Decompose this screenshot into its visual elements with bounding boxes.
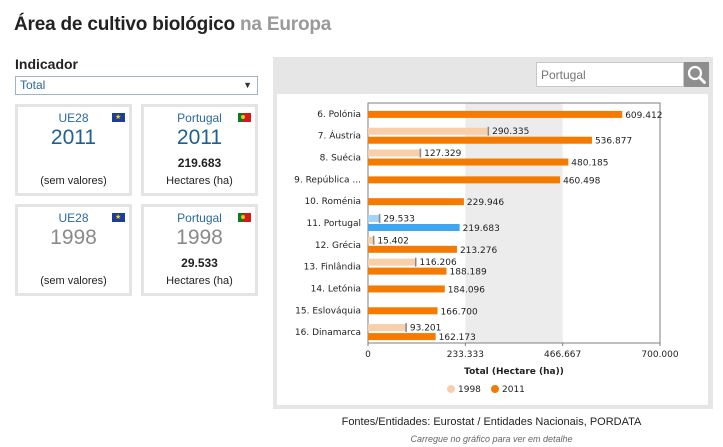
card-region: Portugal xyxy=(177,211,222,225)
bar-1998-marker xyxy=(419,148,422,158)
bar-2011 xyxy=(368,224,460,231)
legend-label-1998: 1998 xyxy=(458,385,481,395)
data-label-2011: 609.412 xyxy=(625,111,662,121)
card-unit: (sem valores) xyxy=(40,275,107,287)
bar-1998 xyxy=(368,258,417,266)
chevron-down-icon: ▼ xyxy=(243,80,252,90)
category-label: 9. República ... xyxy=(294,175,361,185)
card-year: 2011 xyxy=(50,126,97,149)
bar-2011 xyxy=(368,285,445,293)
category-label: 6. Polónia xyxy=(317,109,361,120)
card-region: Portugal xyxy=(177,111,222,125)
card-ue28-1998[interactable]: UE28 1998 (sem valores) xyxy=(15,204,132,296)
card-portugal-1998[interactable]: Portugal 1998 29.533 Hectares (ha) xyxy=(141,204,258,296)
category-label: 7. Áustria xyxy=(318,130,361,142)
title-main: Área de cultivo biológico xyxy=(14,14,235,35)
x-axis-title: Total (Hectare (ha)) xyxy=(464,367,564,377)
x-tick-label: 0 xyxy=(365,350,371,360)
indicator-label: Indicador xyxy=(15,56,79,72)
plot-border xyxy=(367,102,661,344)
search-icon xyxy=(687,65,706,84)
bar-2011 xyxy=(368,307,438,315)
card-value: 29.533 xyxy=(181,256,218,270)
bar-2011 xyxy=(368,110,623,118)
search-button[interactable] xyxy=(684,62,709,87)
card-year: 2011 xyxy=(176,126,223,149)
page-title: Área de cultivo biológico na Europa xyxy=(14,14,331,36)
title-sub: na Europa xyxy=(240,14,332,35)
bar-2011 xyxy=(368,267,447,275)
chart-hint: Carregue no gráfico para ver em detalhe xyxy=(410,434,573,444)
card-unit: Hectares (ha) xyxy=(166,275,233,287)
category-label: 10. Roménia xyxy=(304,196,361,207)
data-label-2011: 460.498 xyxy=(563,176,600,186)
card-portugal-2011[interactable]: Portugal 2011 219.683 Hectares (ha) xyxy=(141,104,258,196)
data-label-2011: 480.185 xyxy=(571,159,608,169)
category-label: 15. Eslováquia xyxy=(295,306,361,316)
card-unit: Hectares (ha) xyxy=(166,175,233,187)
data-label-2011: 184.096 xyxy=(448,285,485,295)
bar-1998-marker xyxy=(405,323,407,333)
data-label-1998: 29.533 xyxy=(383,215,415,225)
card-region: UE28 xyxy=(58,211,89,225)
bar-1998 xyxy=(368,215,381,222)
data-label-1998: 93.201 xyxy=(410,324,442,334)
indicator-selected-value: Total xyxy=(20,78,46,92)
bar-1998-marker xyxy=(378,214,381,223)
source-note: Fontes/Entidades: Eurostat / Entidades N… xyxy=(341,416,642,428)
category-label: 14. Letónia xyxy=(311,283,361,294)
data-label-2011: 229.946 xyxy=(467,198,504,208)
category-label: 8. Suécia xyxy=(320,153,361,164)
x-tick-label: 233.333 xyxy=(447,350,484,360)
data-label-1998: 127.329 xyxy=(424,149,461,159)
card-year: 1998 xyxy=(176,226,223,249)
eu-flag-icon xyxy=(112,113,125,122)
card-value: 219.683 xyxy=(177,156,222,170)
category-label: 16. Dinamarca xyxy=(295,328,361,338)
legend-swatch-2011 xyxy=(491,385,499,393)
data-label-2011: 536.877 xyxy=(595,137,632,147)
legend-label-2011: 2011 xyxy=(502,385,525,395)
bar-2011 xyxy=(368,333,436,341)
eu-flag-icon xyxy=(112,213,125,222)
data-label-2011: 219.683 xyxy=(463,224,500,234)
bar-1998 xyxy=(368,324,407,332)
x-tick-label: 700.000 xyxy=(641,350,678,360)
card-year: 1998 xyxy=(50,226,97,249)
data-label-2011: 188.189 xyxy=(450,268,487,278)
bar-1998 xyxy=(368,127,490,135)
data-label-1998: 290.335 xyxy=(492,127,529,137)
card-unit: (sem valores) xyxy=(40,175,107,187)
pt-flag-icon xyxy=(238,113,251,122)
data-label-1998: 116.206 xyxy=(419,258,456,268)
data-label-2011: 213.276 xyxy=(460,246,497,256)
search-input[interactable] xyxy=(536,62,684,87)
category-label: 12. Grécia xyxy=(315,240,361,251)
indicator-select[interactable]: Total ▼ xyxy=(15,76,258,95)
bar-1998-marker xyxy=(372,235,375,245)
category-label: 13. Finlândia xyxy=(304,263,361,273)
data-label-2011: 166.700 xyxy=(441,307,478,317)
data-label-2011: 162.173 xyxy=(439,333,476,343)
bar-2011 xyxy=(368,245,457,253)
pt-flag-icon xyxy=(238,213,251,222)
bar-2011 xyxy=(368,158,569,166)
bar-1998 xyxy=(368,149,422,157)
bar-1998-marker xyxy=(414,257,417,267)
bar-2011 xyxy=(368,176,561,184)
data-label-1998: 15.402 xyxy=(377,236,409,246)
bar-2011 xyxy=(368,198,464,206)
x-tick-label: 466.667 xyxy=(544,350,581,360)
card-ue28-2011[interactable]: UE28 2011 (sem valores) xyxy=(15,104,132,196)
bar-1998 xyxy=(368,236,375,244)
card-region: UE28 xyxy=(58,111,89,125)
bar-2011 xyxy=(368,136,592,144)
category-label: 11. Portugal xyxy=(307,219,361,229)
legend-swatch-1998 xyxy=(447,385,455,393)
bar-1998-marker xyxy=(487,126,490,136)
